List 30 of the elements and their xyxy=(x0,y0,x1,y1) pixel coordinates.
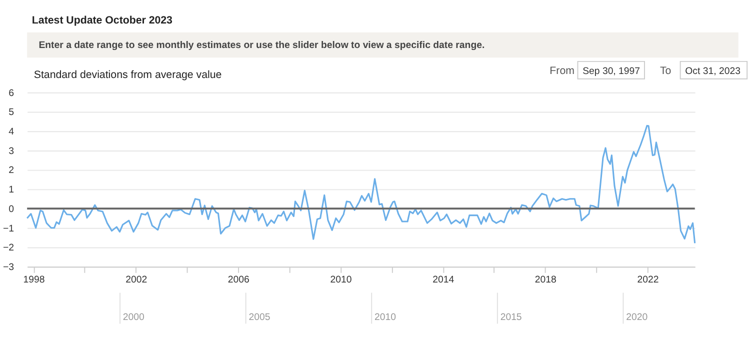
y-tick-label: −3 xyxy=(3,262,14,273)
chart-subtitle: Enter a date range to see monthly estimates or use the slider below to view a specific date range. xyxy=(38,40,485,51)
y-tick-label: 2 xyxy=(8,165,14,176)
text: 2005 xyxy=(248,312,270,323)
x-tick-label: 2002 xyxy=(126,274,148,286)
text: To xyxy=(660,65,672,78)
text: 2000 xyxy=(122,312,144,323)
line-series xyxy=(26,124,696,244)
x-tick-label: 2006 xyxy=(228,274,250,286)
text: 2010 xyxy=(374,312,396,323)
x-tick-label: 2014 xyxy=(432,274,455,286)
y-tick-label: 4 xyxy=(8,126,15,138)
y-tick-label: 6 xyxy=(8,88,14,99)
y-axis-title: Standard deviations from average value xyxy=(34,68,222,81)
x-tick-label: 1998 xyxy=(23,274,45,286)
text: 2015 xyxy=(500,312,522,323)
y-tick-label: 5 xyxy=(8,107,14,118)
y-tick-label: 1 xyxy=(8,184,14,196)
text: Oct 31, 2023 xyxy=(685,66,740,78)
y-tick-label: 3 xyxy=(8,146,14,157)
chart-title: Latest Update October 2023 xyxy=(32,14,173,27)
y-tick-label: 0 xyxy=(8,204,14,215)
text: 2020 xyxy=(626,312,648,323)
y-tick-label: −2 xyxy=(3,242,14,254)
x-tick-label: 2022 xyxy=(637,274,659,286)
text: From xyxy=(550,65,575,78)
y-tick-label: −1 xyxy=(3,223,14,234)
x-tick-label: 2018 xyxy=(534,274,556,286)
text: Sep 30, 1997 xyxy=(582,66,640,78)
x-tick-label: 2010 xyxy=(330,274,352,286)
